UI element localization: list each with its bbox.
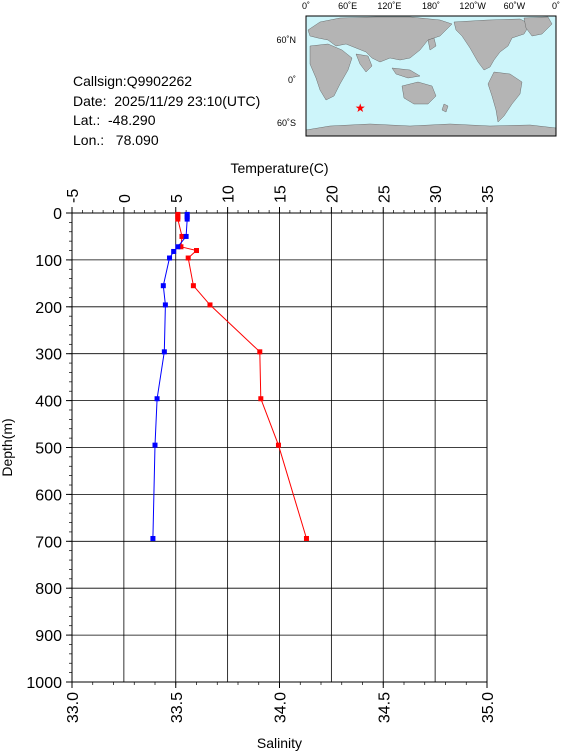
depth-tick-label: 100	[35, 253, 62, 270]
land-australia	[401, 81, 437, 105]
map-longitude-label: 120˚W	[459, 1, 486, 11]
salinity-tick-label: 33.0	[65, 692, 82, 723]
map-latitude-label: 0˚	[288, 75, 296, 85]
land-greenland	[523, 16, 553, 37]
land-indonesia	[391, 67, 421, 79]
salinity-data-point	[152, 442, 158, 448]
map-frame	[305, 15, 557, 137]
temperature-tick-label: 35	[480, 185, 497, 203]
float-position-star-icon: ★	[355, 101, 366, 115]
land-japan	[427, 37, 437, 51]
salinity-data-point	[171, 248, 177, 254]
map-longitude-label: 60˚E	[338, 1, 357, 11]
temperature-data-point	[175, 216, 181, 222]
salinity-tick-label: 33.5	[169, 692, 186, 723]
land-india	[355, 53, 373, 73]
latitude-text: Lat.: -48.290	[73, 112, 156, 128]
temperature-data-point	[257, 349, 263, 355]
land-new-zealand	[441, 103, 449, 113]
temperature-tick-label: 30	[428, 185, 445, 203]
depth-tick-label: 300	[35, 347, 62, 364]
land-eurasia	[307, 16, 453, 63]
temperature-axis: -5 0 5 10 15 20 25 30 35	[65, 185, 497, 213]
map-longitude-label: 0˚	[302, 1, 310, 11]
salinity-data-point	[162, 302, 168, 308]
depth-tick-label: 900	[35, 628, 62, 645]
callsign-text: Callsign:Q9902262	[73, 73, 193, 89]
temperature-data-point	[178, 244, 184, 250]
salinity-profile-line	[152, 214, 188, 539]
depth-tick-label: 700	[35, 534, 62, 551]
land-south-america	[487, 71, 523, 123]
salinity-data-point	[150, 535, 156, 541]
land-africa	[309, 43, 353, 101]
salinity-data-point	[154, 396, 160, 402]
temperature-profile-line	[177, 214, 307, 539]
temperature-data-point	[179, 233, 185, 239]
location-map: 0˚ 60˚E 120˚E 180˚ 120˚W 60˚W 0˚ 60˚N 0˚ 60˚S ★	[276, 1, 560, 137]
salinity-data-point	[184, 216, 190, 222]
date-text: Date: 2025/11/29 23:10(UTC)	[73, 92, 261, 109]
salinity-data-point	[167, 255, 173, 261]
float-info-block: Callsign:Q9902262 Date: 2025/11/29 23:10…	[73, 72, 260, 150]
salinity-data-point	[175, 244, 181, 250]
salinity-axis: 33.0 33.5 34.0 34.5 35.0	[65, 682, 497, 723]
salinity-tick-label: 34.0	[273, 692, 290, 723]
temperature-tick-label: 0	[117, 194, 134, 203]
temperature-data-point	[258, 396, 264, 402]
map-longitude-label: 180˚	[422, 1, 440, 11]
salinity-axis-title: Salinity	[257, 735, 302, 751]
temperature-tick-label: 15	[273, 185, 290, 203]
longitude-text: Lon.: 78.090	[73, 131, 159, 148]
temperature-data-point	[207, 302, 213, 308]
salinity-data-point	[161, 349, 167, 355]
temperature-tick-label: 10	[221, 185, 238, 203]
plot-frame	[71, 212, 488, 683]
depth-tick-label: 1000	[26, 675, 62, 692]
temperature-tick-label: 5	[169, 194, 186, 203]
map-longitude-label: 60˚W	[504, 1, 526, 11]
temperature-data-point	[275, 442, 281, 448]
depth-tick-label: 500	[35, 441, 62, 458]
temperature-tick-label: 25	[376, 185, 393, 203]
depth-tick-label: 800	[35, 581, 62, 598]
temperature-data-point	[194, 248, 199, 254]
depth-tick-label: 0	[53, 206, 62, 223]
map-latitude-label: 60˚S	[277, 118, 296, 128]
map-longitude-label: 120˚E	[377, 1, 401, 11]
temperature-data-point	[303, 535, 309, 541]
map-land	[305, 16, 557, 137]
depth-axis-title: Depth(m)	[0, 418, 15, 476]
depth-axis: 0 100 200 300 400 500 600 700 800 900 1000	[26, 206, 72, 692]
salinity-tick-label: 35.0	[480, 692, 497, 723]
temperature-tick-label: -5	[65, 189, 82, 203]
temperature-data-point	[185, 255, 191, 261]
map-marker: ★	[355, 101, 366, 115]
depth-tick-label: 200	[35, 300, 62, 317]
temperature-data-point	[190, 283, 196, 289]
map-latitude-label: 60˚N	[276, 35, 296, 45]
map-longitude-label: 0˚	[552, 1, 560, 11]
depth-tick-label: 400	[35, 394, 62, 411]
temperature-axis-title: Temperature(C)	[230, 160, 328, 176]
salinity-data-point	[183, 233, 189, 239]
temperature-tick-label: 20	[324, 185, 341, 203]
depth-tick-label: 600	[35, 487, 62, 504]
salinity-tick-label: 34.5	[376, 692, 393, 723]
salinity-data-point	[160, 283, 166, 289]
series-layer	[150, 211, 309, 541]
